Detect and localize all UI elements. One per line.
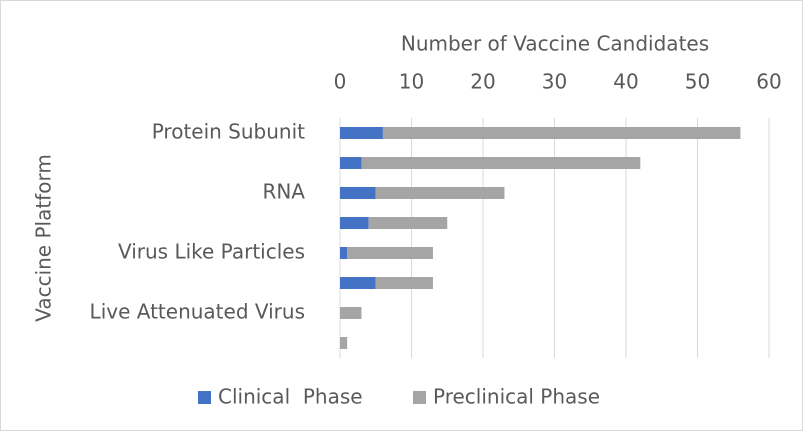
legend-label: Clinical Phase: [218, 385, 363, 409]
x-axis-title: Number of Vaccine Candidates: [401, 32, 709, 56]
bar-segment: [340, 307, 362, 319]
x-tick-label: 0: [334, 70, 347, 94]
y-tick-label: Live Attenuated Virus: [90, 300, 305, 324]
bar-segment: [340, 217, 369, 229]
y-tick-label: Virus Like Particles: [118, 240, 305, 264]
x-tick-label: 60: [756, 70, 781, 94]
bar-segment: [368, 217, 448, 229]
bar-segment: [361, 157, 641, 169]
legend-swatch: [413, 391, 426, 404]
legend-swatch: [198, 391, 211, 404]
y-tick-label: Protein Subunit: [152, 120, 305, 144]
bar-segment: [375, 187, 505, 199]
x-tick-label: 40: [613, 70, 638, 94]
bar-segment: [347, 247, 433, 259]
y-axis-title: Vaccine Platform: [32, 154, 56, 322]
x-tick-label: 10: [399, 70, 424, 94]
x-tick-label: 50: [685, 70, 710, 94]
bar-segment: [340, 127, 383, 139]
bar-segment: [340, 157, 362, 169]
bar-segment: [340, 337, 348, 349]
x-tick-label: 20: [470, 70, 495, 94]
legend-label: Preclinical Phase: [433, 385, 600, 409]
bar-segment: [340, 277, 376, 289]
bar-segment: [382, 127, 741, 139]
bar-segment: [375, 277, 433, 289]
bar-segment: [340, 187, 376, 199]
bar-segment: [340, 247, 348, 259]
y-tick-label: RNA: [262, 180, 305, 204]
x-tick-label: 30: [542, 70, 567, 94]
